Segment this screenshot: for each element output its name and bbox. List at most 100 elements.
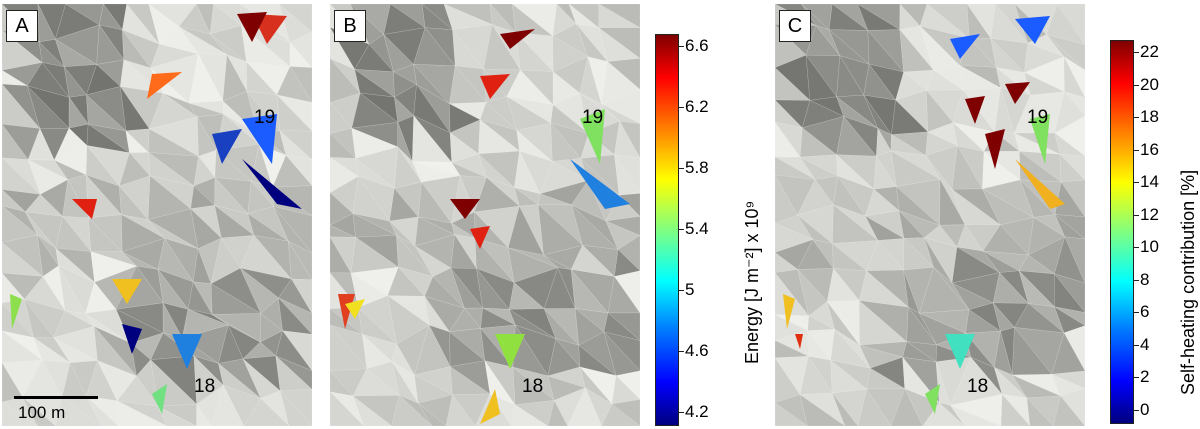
terrain-facet — [835, 94, 879, 130]
colorbar-tick-label: 4.2 — [685, 402, 709, 421]
highlighted-facet — [500, 29, 535, 49]
highlighted-facet — [242, 159, 302, 209]
terrain-facet — [1019, 179, 1056, 218]
panel-letter: B — [334, 10, 366, 42]
highlighted-facet — [10, 294, 22, 329]
map-panel-a: A 19 18 100 m — [2, 4, 312, 426]
terrain-facet — [1029, 91, 1065, 134]
colorbar-tick-mark — [1134, 410, 1139, 411]
terrain-facet — [994, 87, 1015, 134]
terrain-facet — [775, 99, 804, 129]
terrain-facet — [775, 223, 814, 253]
colorbar-tick-label: 4.6 — [685, 341, 709, 360]
terrain-facet — [547, 375, 587, 401]
terrain-facet — [275, 330, 312, 371]
terrain-facet — [574, 307, 605, 346]
terrain-facet — [482, 307, 516, 326]
terrain-facet — [240, 267, 279, 314]
terrain-facet — [278, 297, 312, 335]
terrain-facet — [148, 4, 180, 45]
highlighted-facet — [495, 334, 525, 369]
terrain-facet — [607, 58, 640, 90]
highlighted-facet — [147, 72, 182, 99]
terrain-facet — [330, 391, 365, 426]
terrain-facet — [508, 247, 558, 268]
terrain-facet — [966, 4, 992, 39]
terrain-facet — [939, 178, 966, 226]
terrain-facet — [423, 295, 465, 333]
terrain-facet — [1052, 395, 1085, 426]
terrain-facet — [568, 4, 600, 29]
terrain-facet — [607, 312, 640, 341]
colorbar-tick-mark — [1134, 117, 1139, 119]
highlighted-facet — [237, 12, 267, 42]
scale-bar — [14, 396, 98, 399]
terrain-facet — [898, 209, 925, 239]
terrain-facet — [799, 156, 839, 180]
terrain-facet — [37, 234, 59, 277]
highlighted-facet — [950, 34, 980, 59]
terrain-facet — [547, 399, 568, 426]
terrain-facet — [1011, 326, 1053, 376]
highlighted-facet — [795, 334, 803, 349]
terrain-facet — [58, 265, 86, 314]
area-label-19: 19 — [582, 107, 604, 128]
highlighted-facet — [112, 279, 142, 304]
terrain-facet — [857, 388, 892, 426]
terrain-facet — [1011, 374, 1061, 399]
terrain-facet — [483, 23, 521, 71]
colorbar-tick-mark — [679, 107, 684, 108]
terrain-facet — [832, 204, 879, 244]
terrain-facet — [2, 401, 38, 426]
terrain-facet — [480, 307, 517, 329]
terrain-facet — [196, 403, 213, 426]
terrain-facet — [218, 362, 261, 399]
highlighted-facet — [1015, 159, 1065, 209]
terrain-facet — [863, 63, 897, 101]
terrain-facet — [279, 390, 312, 426]
highlighted-facet — [212, 129, 242, 164]
terrain-facet — [835, 154, 877, 190]
terrain-facet — [891, 99, 929, 135]
highlighted-facet — [570, 159, 630, 209]
colorbar-tick-mark — [1134, 312, 1139, 314]
terrain-facet — [287, 240, 312, 280]
terrain-facet — [982, 250, 1020, 273]
terrain-facet — [278, 4, 312, 33]
terrain-facet — [1060, 179, 1085, 218]
terrain-facet — [117, 400, 168, 426]
terrain-facet — [982, 150, 1021, 190]
terrain-facet — [391, 343, 416, 376]
terrain-facet — [863, 94, 893, 136]
terrain-facet — [352, 368, 401, 397]
terrain-facet — [84, 281, 117, 314]
terrain-facet — [537, 204, 584, 246]
terrain-facet — [55, 397, 103, 426]
terrain-facet — [53, 127, 88, 161]
colorbar-tick-label: 10 — [1140, 237, 1159, 257]
terrain-facet — [890, 388, 923, 426]
terrain-facet — [128, 152, 151, 177]
terrain-facet — [801, 99, 845, 129]
area-label-18: 18 — [967, 376, 989, 397]
terrain-facet — [922, 402, 966, 426]
terrain-facet — [775, 156, 816, 180]
terrain-facet — [474, 237, 515, 283]
terrain-facet — [799, 394, 846, 426]
terrain-facet — [836, 96, 879, 129]
highlighted-facet — [345, 299, 365, 319]
terrain-facet — [830, 359, 868, 394]
colorbar-tick-mark — [1134, 52, 1139, 53]
terrain-facet — [350, 236, 400, 274]
terrain-facet — [1026, 395, 1061, 426]
terrain-facet — [397, 122, 413, 162]
terrain-facet — [799, 127, 838, 158]
terrain-facet — [815, 25, 841, 56]
terrain-facet — [24, 299, 55, 338]
terrain-facet — [1026, 397, 1054, 426]
terrain-facet — [2, 397, 38, 426]
terrain-facet — [899, 4, 921, 30]
panel-letter: A — [6, 10, 38, 42]
terrain-facet — [181, 324, 229, 364]
terrain-facet — [212, 314, 261, 343]
